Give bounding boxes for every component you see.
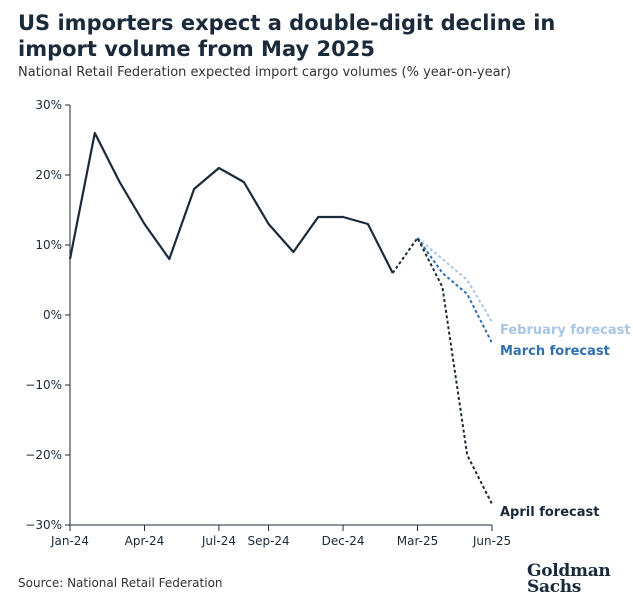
series-group xyxy=(68,131,493,505)
source-note: Source: National Retail Federation xyxy=(18,576,223,590)
x-tick-label: Dec-24 xyxy=(322,534,365,548)
series-label: February forecast xyxy=(500,323,631,338)
y-axis: 30% 20% 10% 0% −10% −20% −30% xyxy=(25,98,71,532)
y-tick-label: 20% xyxy=(35,168,62,182)
x-tick-label: Mar-25 xyxy=(397,534,438,548)
y-tick-label: 10% xyxy=(35,238,62,252)
x-axis: Jan-24 Apr-24 Jul-24 Sep-24 Dec-24 Mar-25 Jun-… xyxy=(50,524,511,548)
series-line-february-forecast xyxy=(416,237,493,323)
chart-subtitle: National Retail Federation expected impo… xyxy=(18,65,511,80)
series-label: April forecast xyxy=(500,505,599,520)
series-line-march-forecast xyxy=(416,237,493,344)
logo-line-2: Sachs xyxy=(527,577,582,597)
goldman-sachs-logo: Goldman Sachs xyxy=(527,561,612,597)
logo-line-1: Goldman xyxy=(527,561,611,581)
y-tick-label: −10% xyxy=(25,378,62,392)
y-tick-label: 30% xyxy=(35,98,62,112)
x-tick-label: Sep-24 xyxy=(247,534,289,548)
y-tick-label: −30% xyxy=(25,518,62,532)
x-tick-label: Apr-24 xyxy=(125,534,165,548)
x-tick-label: Jan-24 xyxy=(50,534,89,548)
x-tick-label: Jun-25 xyxy=(472,534,511,548)
series-line-actual xyxy=(68,131,394,274)
series-labels: February forecast March forecast April for… xyxy=(500,323,631,520)
line-chart: 30% 20% 10% 0% −10% −20% −30% Jan-24 Apr-24 Jul-… xyxy=(25,98,631,548)
chart-title: US importers expect a double-digit decli… xyxy=(18,11,556,61)
y-tick-label: −20% xyxy=(25,448,62,462)
series-label: March forecast xyxy=(500,344,610,359)
series-line-april-forecast xyxy=(391,237,493,505)
x-tick-label: Jul-24 xyxy=(201,534,236,548)
y-tick-label: 0% xyxy=(43,308,62,322)
